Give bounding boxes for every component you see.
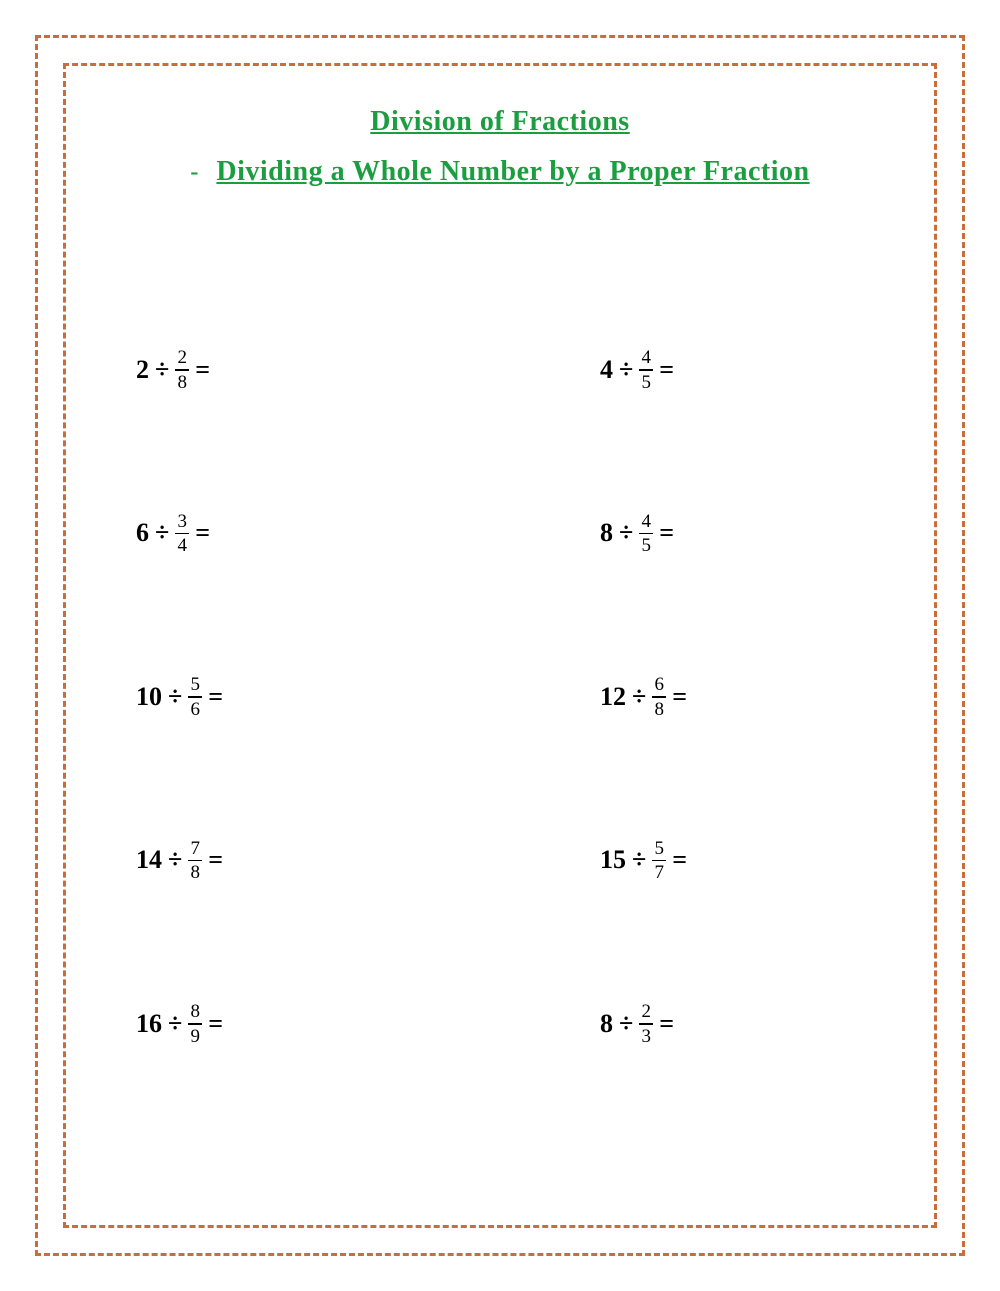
numerator: 2 bbox=[642, 1002, 652, 1023]
denominator: 3 bbox=[642, 1025, 652, 1046]
equals-symbol: = bbox=[659, 1009, 674, 1039]
problem-2: 4 ÷ 4 5 = bbox=[510, 348, 884, 392]
numerator: 8 bbox=[191, 1002, 201, 1023]
whole-number: 16 bbox=[136, 1009, 162, 1039]
fraction: 5 7 bbox=[652, 839, 666, 883]
denominator: 5 bbox=[642, 371, 652, 392]
equals-symbol: = bbox=[208, 682, 223, 712]
equals-symbol: = bbox=[195, 518, 210, 548]
problem-8: 15 ÷ 5 7 = bbox=[510, 839, 884, 883]
numerator: 4 bbox=[642, 512, 652, 533]
numerator: 5 bbox=[191, 675, 201, 696]
whole-number: 12 bbox=[600, 682, 626, 712]
numerator: 2 bbox=[178, 348, 188, 369]
fraction: 5 6 bbox=[188, 675, 202, 719]
divide-symbol: ÷ bbox=[632, 682, 646, 712]
numerator: 5 bbox=[655, 839, 665, 860]
equals-symbol: = bbox=[195, 355, 210, 385]
problem-6: 12 ÷ 6 8 = bbox=[510, 675, 884, 719]
fraction: 2 3 bbox=[639, 1002, 653, 1046]
divide-symbol: ÷ bbox=[619, 1009, 633, 1039]
numerator: 4 bbox=[642, 348, 652, 369]
divide-symbol: ÷ bbox=[632, 845, 646, 875]
problem-1: 2 ÷ 2 8 = bbox=[136, 348, 510, 392]
problem-3: 6 ÷ 3 4 = bbox=[136, 512, 510, 556]
fraction: 7 8 bbox=[188, 839, 202, 883]
problem-5: 10 ÷ 5 6 = bbox=[136, 675, 510, 719]
bullet-icon: - bbox=[190, 159, 198, 186]
whole-number: 14 bbox=[136, 845, 162, 875]
inner-border: Division of Fractions - Dividing a Whole… bbox=[63, 63, 937, 1228]
denominator: 6 bbox=[191, 698, 201, 719]
whole-number: 2 bbox=[136, 355, 149, 385]
denominator: 4 bbox=[178, 534, 188, 555]
numerator: 6 bbox=[655, 675, 665, 696]
fraction: 3 4 bbox=[175, 512, 189, 556]
header: Division of Fractions - Dividing a Whole… bbox=[116, 106, 884, 188]
equals-symbol: = bbox=[208, 1009, 223, 1039]
fraction: 4 5 bbox=[639, 348, 653, 392]
denominator: 9 bbox=[191, 1025, 201, 1046]
equals-symbol: = bbox=[659, 518, 674, 548]
equals-symbol: = bbox=[672, 845, 687, 875]
whole-number: 8 bbox=[600, 1009, 613, 1039]
whole-number: 15 bbox=[600, 845, 626, 875]
whole-number: 8 bbox=[600, 518, 613, 548]
equals-symbol: = bbox=[659, 355, 674, 385]
outer-border: Division of Fractions - Dividing a Whole… bbox=[35, 35, 965, 1256]
numerator: 7 bbox=[191, 839, 201, 860]
denominator: 8 bbox=[178, 371, 188, 392]
fraction: 4 5 bbox=[639, 512, 653, 556]
divide-symbol: ÷ bbox=[619, 518, 633, 548]
divide-symbol: ÷ bbox=[155, 355, 169, 385]
divide-symbol: ÷ bbox=[168, 845, 182, 875]
problems-grid: 2 ÷ 2 8 = 4 ÷ 4 5 = 6 bbox=[116, 348, 884, 1046]
problem-10: 8 ÷ 2 3 = bbox=[510, 1002, 884, 1046]
problem-9: 16 ÷ 8 9 = bbox=[136, 1002, 510, 1046]
divide-symbol: ÷ bbox=[619, 355, 633, 385]
page-title: Division of Fractions bbox=[116, 106, 884, 138]
whole-number: 10 bbox=[136, 682, 162, 712]
denominator: 7 bbox=[655, 861, 665, 882]
divide-symbol: ÷ bbox=[168, 1009, 182, 1039]
fraction: 8 9 bbox=[188, 1002, 202, 1046]
divide-symbol: ÷ bbox=[168, 682, 182, 712]
whole-number: 4 bbox=[600, 355, 613, 385]
page-subtitle: Dividing a Whole Number by a Proper Frac… bbox=[216, 156, 809, 188]
denominator: 5 bbox=[642, 534, 652, 555]
fraction: 6 8 bbox=[652, 675, 666, 719]
denominator: 8 bbox=[655, 698, 665, 719]
problem-4: 8 ÷ 4 5 = bbox=[510, 512, 884, 556]
divide-symbol: ÷ bbox=[155, 518, 169, 548]
problem-7: 14 ÷ 7 8 = bbox=[136, 839, 510, 883]
denominator: 8 bbox=[191, 861, 201, 882]
numerator: 3 bbox=[178, 512, 188, 533]
whole-number: 6 bbox=[136, 518, 149, 548]
fraction: 2 8 bbox=[175, 348, 189, 392]
equals-symbol: = bbox=[672, 682, 687, 712]
subtitle-row: - Dividing a Whole Number by a Proper Fr… bbox=[116, 156, 884, 188]
equals-symbol: = bbox=[208, 845, 223, 875]
